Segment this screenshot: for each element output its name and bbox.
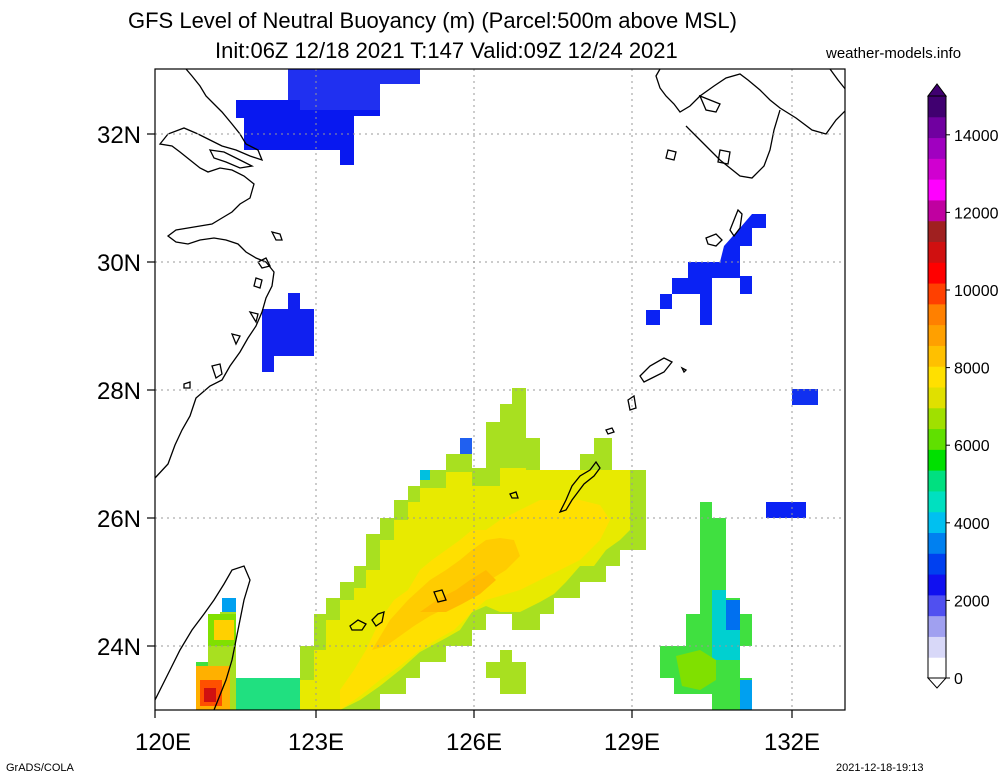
colorbar-label: 10000 <box>954 283 999 300</box>
coast-china <box>155 69 275 479</box>
colorbar-label: 14000 <box>954 128 999 145</box>
lat-label-30: 30N <box>97 250 141 277</box>
coast-tokunoshima <box>627 394 637 411</box>
coast-tanegashima <box>729 208 743 238</box>
coast-kyushu-south <box>685 109 781 179</box>
coastlines <box>155 69 845 710</box>
coast-miyako <box>433 589 447 603</box>
colorbar-segment <box>928 262 946 284</box>
colorbar-segment <box>928 96 946 118</box>
colorbar-segments <box>928 96 946 679</box>
colorbar-label: 8000 <box>954 361 990 378</box>
lat-label-32: 32N <box>97 122 141 149</box>
colorbar-segment <box>928 532 946 554</box>
colorbar-segment <box>928 657 946 679</box>
colorbar-max-arrow <box>927 83 947 97</box>
colorbar-segment <box>928 241 946 263</box>
colorbar-segment <box>928 116 946 139</box>
colorbar-segment <box>928 470 946 492</box>
colorbar-segment <box>928 137 946 159</box>
coast-iriomote <box>349 619 367 631</box>
colorbar-segment <box>928 179 946 201</box>
colorbar-label: 12000 <box>954 205 999 222</box>
colorbar-segment <box>928 594 946 617</box>
colorbar-segment <box>928 158 946 180</box>
colorbar-segment <box>928 449 946 471</box>
field-region-southeast-green <box>660 502 752 710</box>
coast-china-islands <box>183 310 259 389</box>
coast-kyushu <box>655 69 845 135</box>
colorbar-segment <box>928 199 946 222</box>
buoyancy-field <box>196 69 818 710</box>
coast-ishigaki <box>371 611 385 627</box>
coast-small-east <box>605 366 688 435</box>
field-region-taiwan <box>196 598 300 710</box>
colorbar-segment <box>928 303 946 326</box>
coast-amami <box>639 357 674 383</box>
coast-yakushima <box>705 233 723 247</box>
lon-axis-labels: 120E 123E 126E 129E 132E <box>135 729 820 756</box>
colorbar-label: 0 <box>954 671 963 688</box>
colorbar-min-arrow <box>926 677 948 689</box>
footer-timestamp: 2021-12-18-19:13 <box>836 762 924 774</box>
colorbar-segment <box>928 615 946 637</box>
colorbar-segment <box>928 324 946 346</box>
coast-china-inlet <box>208 149 255 169</box>
colorbar-segment <box>928 428 946 450</box>
lat-label-28: 28N <box>97 378 141 405</box>
colorbar-label: 4000 <box>954 516 990 533</box>
colorbar: 0 2000 4000 6000 8000 10000 12000 14000 <box>926 83 999 689</box>
colorbar-segment <box>928 366 946 388</box>
footer-software: GrADS/COLA <box>6 762 74 774</box>
colorbar-labels: 0 2000 4000 6000 8000 10000 12000 14000 <box>946 128 999 688</box>
field-region-north-blue <box>236 69 420 165</box>
colorbar-segment <box>928 511 946 533</box>
lat-axis-labels: 24N 26N 28N 30N 32N <box>97 122 141 661</box>
colorbar-segment <box>928 636 946 658</box>
lon-label-126: 126E <box>446 729 502 756</box>
lon-label-132: 132E <box>764 729 820 756</box>
coast-kume <box>509 491 519 499</box>
colorbar-label: 6000 <box>954 438 990 455</box>
colorbar-segment <box>928 220 946 242</box>
lon-label-120: 120E <box>135 729 191 756</box>
colorbar-segment <box>928 574 946 596</box>
lon-label-129: 129E <box>604 729 660 756</box>
colorbar-segment <box>928 407 946 430</box>
lat-label-26: 26N <box>97 506 141 533</box>
colorbar-segment <box>928 345 946 367</box>
lat-label-24: 24N <box>97 634 141 661</box>
colorbar-label: 2000 <box>954 593 990 610</box>
coast-islands-north <box>665 94 731 165</box>
coast-okinawa <box>558 460 601 514</box>
grid-lines <box>155 69 845 710</box>
field-region-west-blue <box>262 293 314 372</box>
colorbar-frame <box>927 95 947 679</box>
lon-label-123: 123E <box>288 729 344 756</box>
axis-ticks <box>147 133 793 718</box>
field-region-central-band <box>196 388 646 710</box>
colorbar-segment <box>928 553 946 575</box>
chart-title: GFS Level of Neutral Buoyancy (m) (Parce… <box>128 8 737 33</box>
coast-taiwan <box>155 565 251 710</box>
colorbar-segment <box>928 387 946 409</box>
chart-subtitle: Init:06Z 12/18 2021 T:147 Valid:09Z 12/2… <box>215 38 678 63</box>
colorbar-segment <box>928 283 946 305</box>
site-credit[interactable]: weather-models.info <box>826 45 962 62</box>
coast-zhoushan <box>253 231 283 289</box>
field-region-east-blue <box>646 214 818 518</box>
colorbar-segment <box>928 490 946 513</box>
